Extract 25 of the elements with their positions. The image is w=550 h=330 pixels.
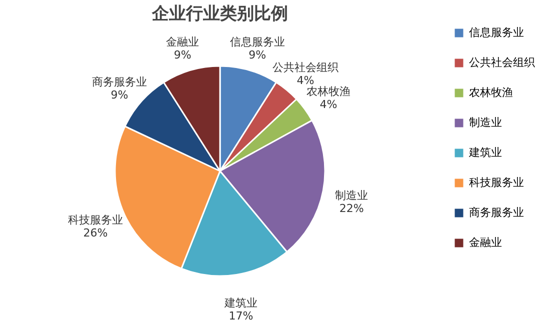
slice-label: 信息服务业 [230,35,285,48]
slice-label: 科技服务业 [68,213,123,226]
data-label: 22% [339,202,364,216]
legend-label: 金融业 [469,236,502,249]
slice-label: 建筑业 [223,296,258,310]
slice-label: 商务服务业 [92,75,147,88]
data-label: 26% [83,226,108,240]
data-label: 9% [174,48,192,62]
data-label: 4% [320,98,338,112]
data-label: 4% [296,74,314,87]
data-label: 9% [248,48,266,62]
legend-label: 建筑业 [468,146,502,159]
data-label: 17% [228,309,254,322]
legend-label: 科技服务业 [469,176,524,189]
legend-label: 农林牧渔 [469,86,513,99]
data-label: 9% [110,88,128,102]
legend-label: 信息服务业 [469,26,524,39]
slice-label: 农林牧渔 [306,85,350,98]
chart-title: 企业行业类别比例 [151,4,288,24]
slice-label: 公共社会组织 [272,60,338,74]
slice-label: 金融业 [166,35,200,48]
legend-label: 制造业 [469,116,502,129]
slice-label: 制造业 [335,189,368,202]
legend-label: 商务服务业 [469,206,524,219]
legend-label: 公共社会组织 [469,56,535,69]
